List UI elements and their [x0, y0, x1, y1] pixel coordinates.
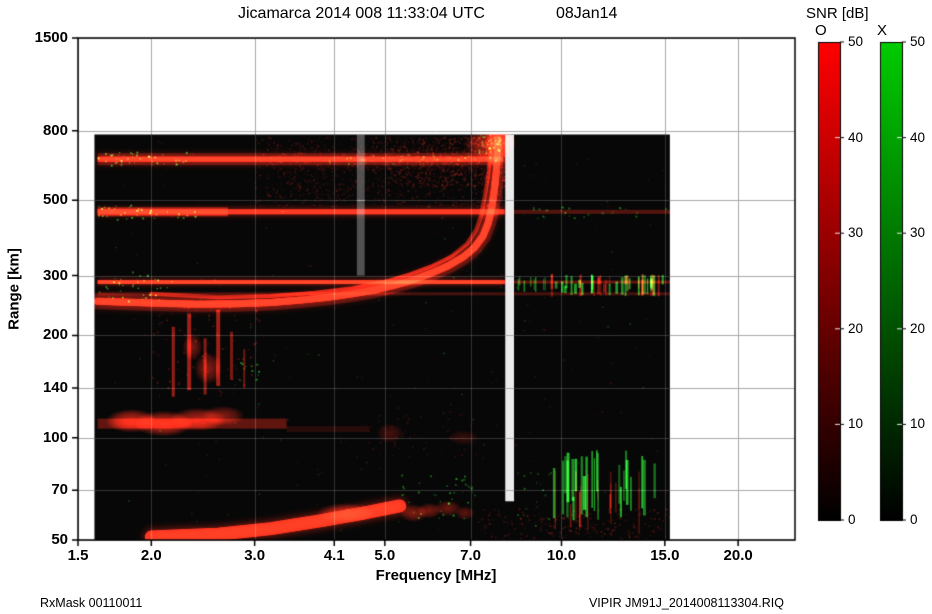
y-axis-label: Range [km] — [5, 248, 23, 330]
data-file-name: VIPIR JM91J_2014008113304.RIQ — [588, 596, 784, 610]
colorbar-o-mode-label: O — [815, 22, 827, 39]
rx-mask-status: RxMask 00110011 — [40, 596, 143, 610]
colorbar-x-mode-label: X — [877, 22, 888, 39]
x-axis-label: Frequency [MHz] — [375, 567, 497, 584]
page-date: 08Jan14 — [556, 5, 618, 22]
colorbar-title: SNR [dB] — [806, 5, 869, 22]
page-title: Jicamarca 2014 008 11:33:04 UTC — [238, 5, 485, 22]
